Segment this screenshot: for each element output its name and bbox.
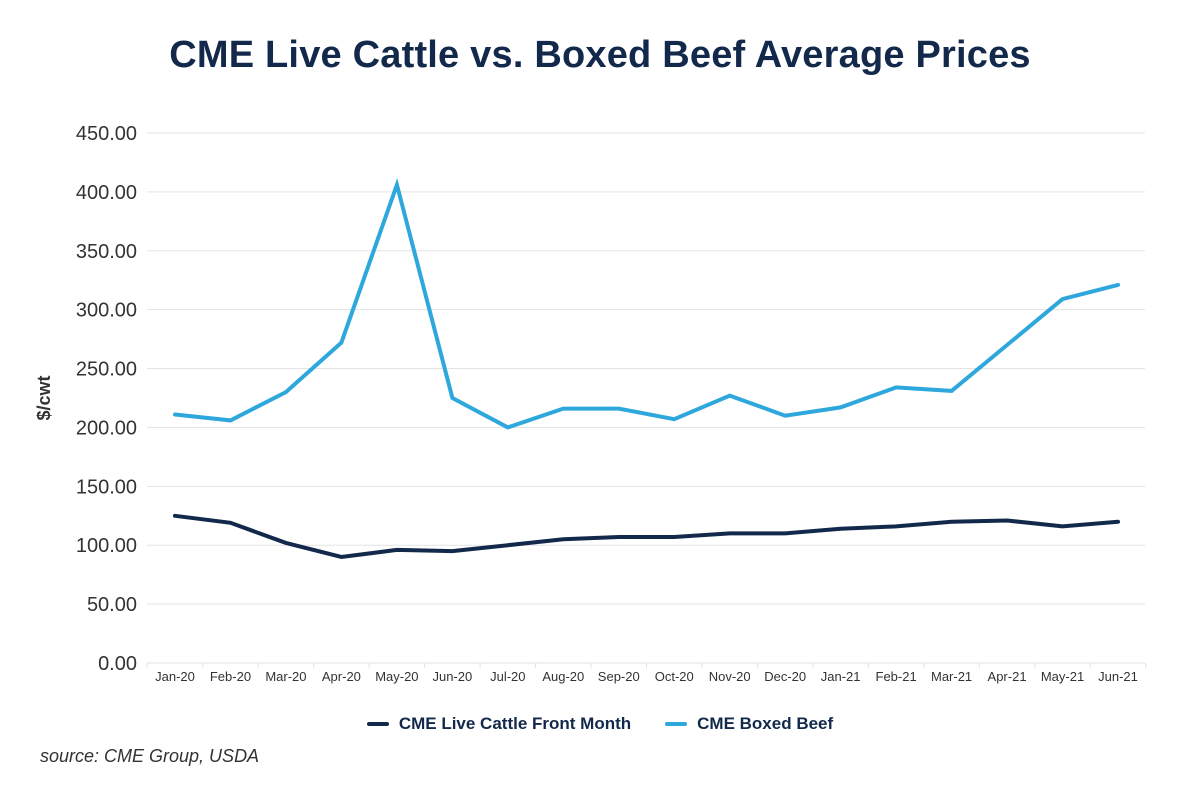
- x-tick-label: Jan-20: [155, 669, 195, 684]
- y-tick-label: 100.00: [76, 535, 137, 557]
- x-tick-label: May-21: [1041, 669, 1084, 684]
- x-tick-label: Dec-20: [764, 669, 806, 684]
- x-tick-label: Aug-20: [542, 669, 584, 684]
- x-tick-label: Apr-20: [322, 669, 361, 684]
- x-tick-label: Mar-20: [265, 669, 306, 684]
- legend-label-boxed-beef: CME Boxed Beef: [697, 714, 834, 733]
- x-tick-labels: Jan-20 Feb-20 Mar-20 Apr-20 May-20 Jun-20 Jul-…: [146, 663, 1147, 684]
- y-tick-label: 250.00: [76, 359, 137, 381]
- legend: CME Live Cattle Front Month CME Boxed Be…: [0, 714, 1200, 734]
- x-tick-label: May-20: [375, 669, 418, 684]
- y-tick-label: 150.00: [76, 476, 137, 498]
- x-tick-label: Jul-20: [490, 669, 525, 684]
- x-tick-label: Oct-20: [655, 669, 694, 684]
- source-note: source: CME Group, USDA: [40, 746, 260, 766]
- x-tick-label: Feb-21: [876, 669, 917, 684]
- legend-swatch-boxed-beef: [665, 722, 688, 726]
- y-tick-label: 50.00: [87, 594, 137, 616]
- x-tick-label: Nov-20: [709, 669, 751, 684]
- legend-swatch-live-cattle: [366, 722, 389, 726]
- y-tick-label: 450.00: [76, 123, 137, 145]
- series-line-live-cattle: [173, 513, 1120, 560]
- x-tick-label: Jun-21: [1098, 669, 1138, 684]
- x-tick-label: Jun-20: [432, 669, 472, 684]
- series-lines: [173, 177, 1120, 560]
- x-tick-label: Mar-21: [931, 669, 972, 684]
- y-tick-label: 300.00: [76, 300, 137, 322]
- y-tick-label: 350.00: [76, 241, 137, 263]
- legend-item-boxed-beef[interactable]: CME Boxed Beef: [665, 714, 833, 734]
- chart-title: CME Live Cattle vs. Boxed Beef Average P…: [169, 34, 1031, 76]
- gridlines: [147, 132, 1145, 664]
- y-tick-labels: 0.00 50.00 100.00 150.00 200.00 250.00 300.00 3…: [76, 123, 137, 675]
- series-line-boxed-beef: [173, 177, 1120, 430]
- x-tick-label: Jan-21: [821, 669, 861, 684]
- x-tick-label: Sep-20: [598, 669, 640, 684]
- legend-label-live-cattle: CME Live Cattle Front Month: [398, 714, 632, 733]
- y-tick-label: 200.00: [76, 417, 137, 439]
- legend-item-live-cattle[interactable]: CME Live Cattle Front Month: [366, 714, 632, 734]
- y-tick-label: 0.00: [98, 653, 137, 675]
- x-tick-label: Feb-20: [210, 669, 251, 684]
- x-tick-label: Apr-21: [988, 669, 1027, 684]
- y-axis-label: $/cwt: [34, 375, 54, 420]
- y-tick-label: 400.00: [76, 182, 137, 204]
